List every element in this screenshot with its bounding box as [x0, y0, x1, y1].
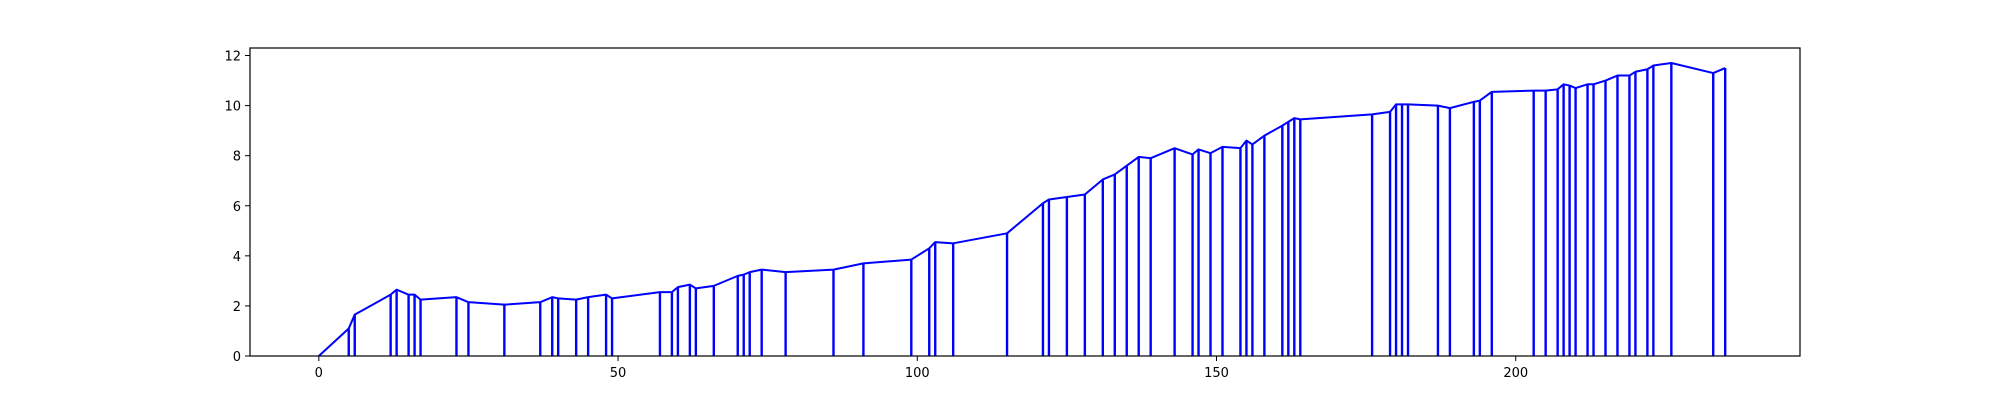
x-tick-label: 150 [1204, 366, 1229, 381]
y-tick-label: 2 [233, 300, 241, 315]
y-tick-label: 0 [233, 350, 241, 365]
y-tick-label: 6 [233, 200, 241, 215]
x-axis: 0 50 100 150 200 [315, 356, 1528, 381]
y-tick-label: 12 [224, 50, 241, 65]
x-tick-label: 50 [610, 366, 627, 381]
y-tick-label: 10 [224, 100, 241, 115]
vertical-drop-lines [347, 63, 1727, 356]
series-line [318, 62, 1726, 357]
x-tick-label: 200 [1503, 366, 1528, 381]
plot-frame [249, 47, 1801, 357]
y-tick-label: 4 [233, 250, 241, 265]
x-tick-label: 0 [315, 366, 323, 381]
y-axis: 0 2 4 6 8 10 12 [224, 50, 250, 365]
x-tick-label: 100 [905, 366, 930, 381]
y-tick-label: 8 [233, 150, 241, 165]
